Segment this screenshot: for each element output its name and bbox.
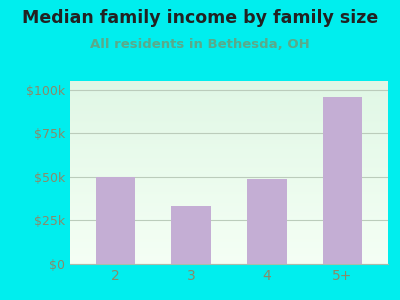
Bar xyxy=(247,178,286,264)
Text: Median family income by family size: Median family income by family size xyxy=(22,9,378,27)
Bar xyxy=(96,177,135,264)
Bar xyxy=(323,97,362,264)
Text: All residents in Bethesda, OH: All residents in Bethesda, OH xyxy=(90,38,310,50)
Bar xyxy=(172,206,211,264)
